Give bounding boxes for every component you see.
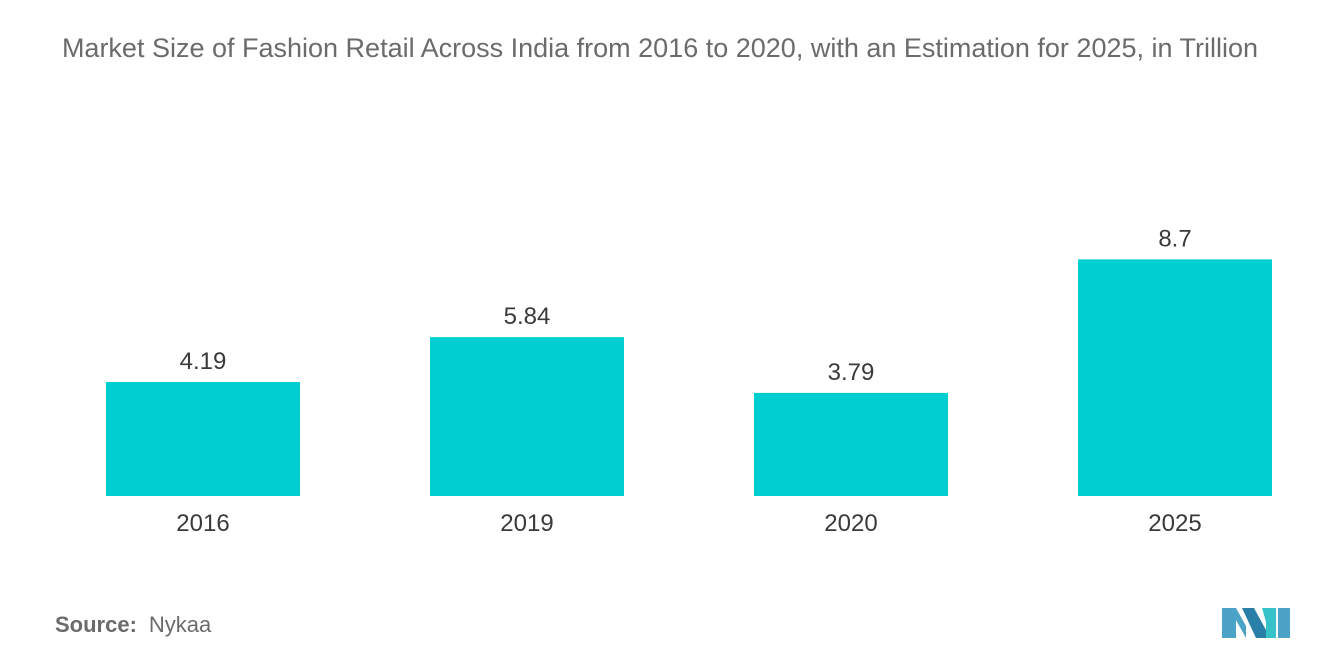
bar-2016 xyxy=(106,382,300,496)
chart-title: Market Size of Fashion Retail Across Ind… xyxy=(61,33,1259,63)
bar-2020 xyxy=(754,392,948,496)
data-label-2016: 4.19 xyxy=(180,348,227,375)
bar-2019 xyxy=(430,337,624,496)
source-note: Source: Nykaa xyxy=(55,612,211,638)
brand-logo-icon xyxy=(1222,608,1290,638)
x-tick-label-2020: 2020 xyxy=(824,510,877,537)
data-label-2025: 8.7 xyxy=(1158,225,1191,252)
data-label-2019: 5.84 xyxy=(504,303,551,330)
bar-2025 xyxy=(1078,259,1272,496)
x-tick-label-2016: 2016 xyxy=(176,510,229,537)
source-label: Source: xyxy=(55,612,137,637)
x-tick-label-2019: 2019 xyxy=(500,510,553,537)
data-label-2020: 3.79 xyxy=(828,359,875,386)
x-tick-label-2025: 2025 xyxy=(1148,510,1201,537)
source-text: Nykaa xyxy=(148,612,212,637)
